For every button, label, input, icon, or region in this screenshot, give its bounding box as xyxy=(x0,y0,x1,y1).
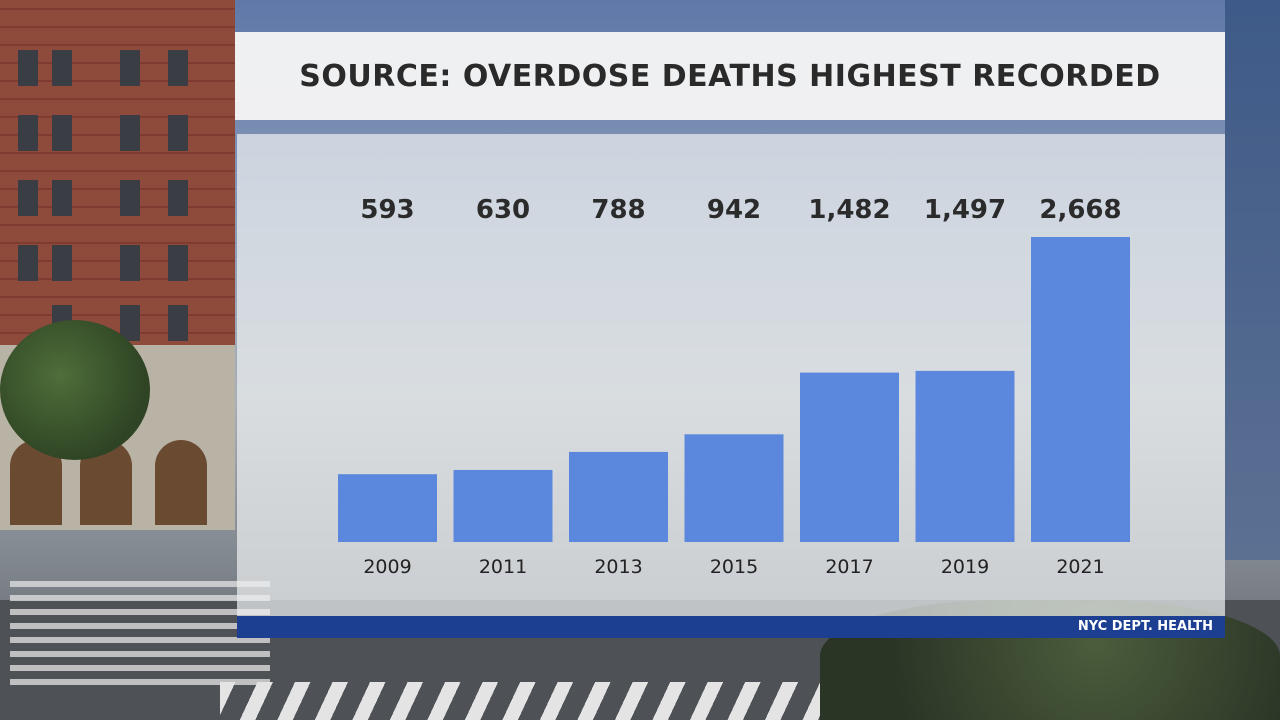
value-label-2019: 1,497 xyxy=(924,195,1006,225)
source-label: NYC DEPT. HEALTH xyxy=(1077,619,1213,634)
value-label-2017: 1,482 xyxy=(808,195,890,225)
value-label-2021: 2,668 xyxy=(1039,195,1121,225)
bar-2015 xyxy=(684,434,784,542)
chart-title: SOURCE: OVERDOSE DEATHS HIGHEST RECORDED xyxy=(299,58,1161,94)
source-strip: NYC DEPT. HEALTH xyxy=(237,616,1225,638)
bar-2011 xyxy=(453,469,553,542)
category-label-2019: 2019 xyxy=(941,556,989,578)
title-banner: SOURCE: OVERDOSE DEATHS HIGHEST RECORDED xyxy=(235,32,1225,120)
category-label-2009: 2009 xyxy=(363,556,411,578)
bar-2017 xyxy=(800,372,899,542)
bar-2013 xyxy=(569,451,668,542)
bar-2021 xyxy=(1031,237,1130,542)
category-label-2013: 2013 xyxy=(594,556,642,578)
value-label-2009: 593 xyxy=(360,195,414,225)
bar-chart: 593 2009 630 2011 788 2013 942 2015 1,482 2017 1,4… xyxy=(338,195,1130,578)
bar-2009 xyxy=(338,474,437,542)
category-label-2021: 2021 xyxy=(1056,556,1104,578)
category-label-2017: 2017 xyxy=(825,556,873,578)
category-label-2015: 2015 xyxy=(710,556,758,578)
bar-2019 xyxy=(915,370,1015,542)
value-label-2011: 630 xyxy=(476,195,530,225)
value-label-2013: 788 xyxy=(591,195,645,225)
chart-panel: 593 2009 630 2011 788 2013 942 2015 1,482 2017 1,4… xyxy=(237,134,1225,616)
value-label-2015: 942 xyxy=(707,195,761,225)
category-label-2011: 2011 xyxy=(479,556,527,578)
